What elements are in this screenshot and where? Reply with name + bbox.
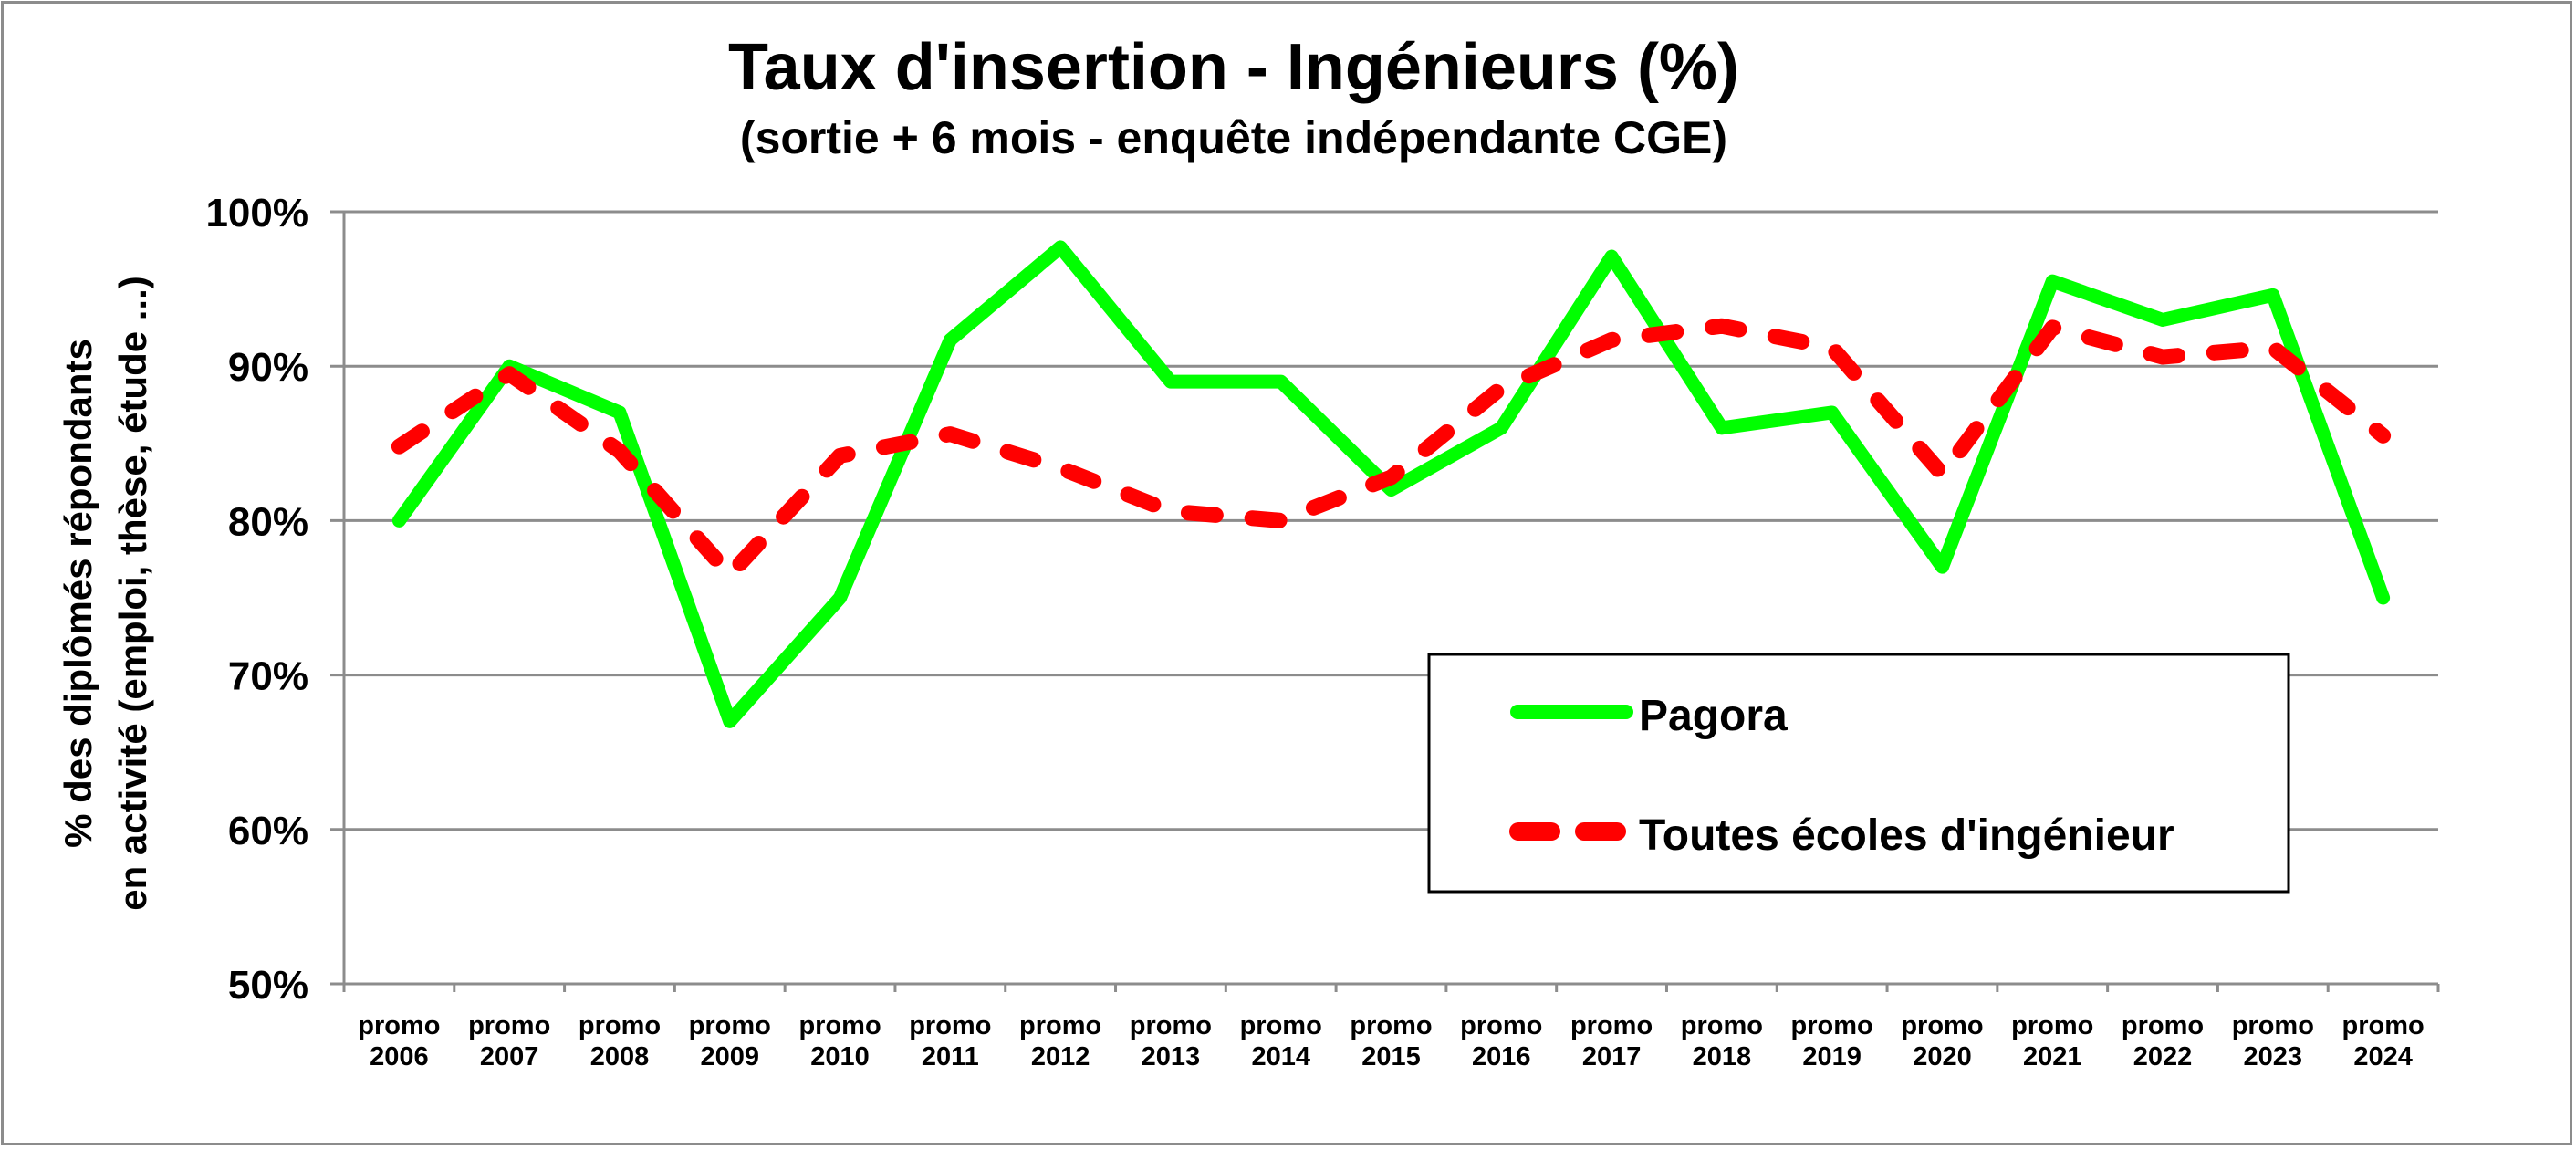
x-tick-label-year: 2018	[1693, 1042, 1752, 1072]
series-line-pagora	[391, 240, 2391, 728]
chart-subtitle: (sortie + 6 mois - enquête indépendante …	[740, 112, 1727, 163]
x-tick-label-year: 2006	[370, 1042, 429, 1072]
x-tick-label: promo	[1130, 1011, 1212, 1040]
y-axis-ticks: 50% 60% 70% 80% 90% 100%	[205, 191, 308, 1008]
x-tick-label-year: 2024	[2353, 1042, 2413, 1072]
y-tick-label: 60%	[228, 809, 308, 853]
x-tick-label-year: 2015	[1361, 1042, 1421, 1072]
y-axis-title: % des diplômés répondants en activité (e…	[57, 276, 154, 911]
x-tick-label-year: 2019	[1802, 1042, 1862, 1072]
chart-title: Taux d'insertion - Ingénieurs (%)	[728, 31, 1739, 104]
x-tick-label-year: 2020	[1913, 1042, 1972, 1072]
legend-item-pagora: Pagora	[1510, 692, 1788, 740]
x-tick-label-year: 2007	[480, 1042, 539, 1072]
x-axis: promo2006promo2007promo2008promo2009prom…	[342, 212, 2440, 1072]
x-tick-label: promo	[1460, 1011, 1542, 1040]
x-tick-label-year: 2013	[1142, 1042, 1201, 1072]
y-tick-label: 80%	[228, 499, 308, 544]
y-tick-label: 90%	[228, 345, 308, 390]
x-tick-label-year: 2023	[2244, 1042, 2303, 1072]
x-tick-label-year: 2021	[2023, 1042, 2082, 1072]
legend-item-toutes-ecoles: Toutes écoles d'ingénieur	[1509, 811, 2174, 860]
series-line-toutes-ecoles	[391, 318, 2392, 583]
x-tick-label-year: 2017	[1582, 1042, 1642, 1072]
x-tick-label: promo	[1350, 1011, 1432, 1040]
legend: Pagora Toutes écoles d'ingénieur	[1427, 653, 2290, 894]
x-tick-label: promo	[358, 1011, 440, 1040]
x-tick-label-year: 2016	[1472, 1042, 1531, 1072]
y-tick-label: 70%	[228, 654, 308, 699]
x-tick-label: promo	[909, 1011, 991, 1040]
x-tick-label-year: 2009	[701, 1042, 760, 1072]
x-tick-label: promo	[798, 1011, 881, 1040]
x-tick-label: promo	[2011, 1011, 2093, 1040]
x-tick-label: promo	[1791, 1011, 1873, 1040]
x-tick-label: promo	[2122, 1011, 2204, 1040]
x-tick-label: promo	[468, 1011, 550, 1040]
x-tick-label-year: 2022	[2133, 1042, 2193, 1072]
x-tick-label: promo	[1240, 1011, 1322, 1040]
series-lines	[391, 240, 2392, 728]
y-tick-label: 50%	[228, 963, 308, 1008]
x-tick-label: promo	[2232, 1011, 2314, 1040]
x-tick-label: promo	[1901, 1011, 1983, 1040]
x-tick-label: promo	[1570, 1011, 1653, 1040]
legend-label-toutes-ecoles: Toutes écoles d'ingénieur	[1639, 811, 2174, 860]
x-tick-label: promo	[1681, 1011, 1763, 1040]
y-axis-title-line-2: en activité (emploi, thèse, étude ...)	[111, 276, 154, 911]
x-tick-label: promo	[2341, 1011, 2424, 1040]
x-tick-label: promo	[1019, 1011, 1101, 1040]
x-tick-label-year: 2012	[1031, 1042, 1090, 1072]
x-tick-label-year: 2011	[922, 1042, 979, 1072]
legend-label-pagora: Pagora	[1639, 692, 1788, 740]
x-tick-label: promo	[579, 1011, 661, 1040]
x-tick-label: promo	[689, 1011, 771, 1040]
legend-box	[1427, 653, 2290, 894]
x-tick-label-year: 2010	[810, 1042, 870, 1072]
y-axis-title-line-1: % des diplômés répondants	[57, 339, 99, 848]
x-tick-label-year: 2014	[1251, 1042, 1310, 1072]
y-tick-label: 100%	[205, 191, 308, 235]
x-tick-label-year: 2008	[590, 1042, 650, 1072]
